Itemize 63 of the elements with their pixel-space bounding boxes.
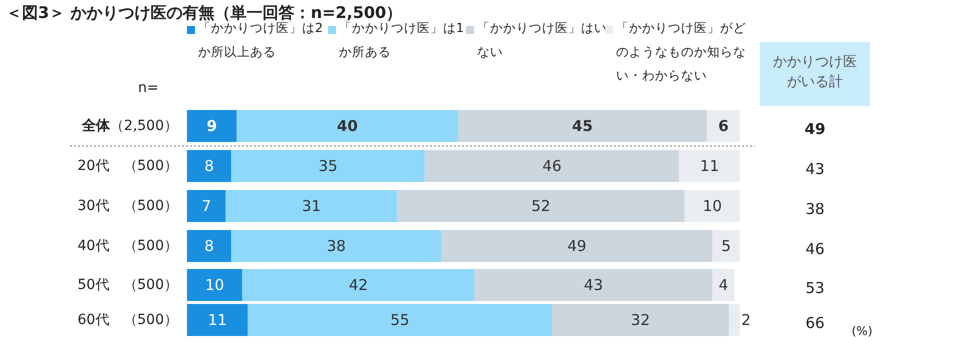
data-label: 2 bbox=[741, 311, 751, 330]
legend-label: 「かかりつけ医」は2か所以上ある bbox=[198, 20, 323, 59]
bar bbox=[242, 269, 475, 301]
legend-label: 「かかりつけ医」がどのようなものか知らない・わからない bbox=[616, 20, 746, 82]
bar bbox=[231, 150, 425, 182]
data-label: 31 bbox=[302, 197, 321, 216]
legend-label: 「かかりつけ医」は1か所ある bbox=[339, 20, 464, 59]
bar bbox=[474, 269, 712, 301]
y-tick-label: 40代 （500） bbox=[77, 238, 178, 254]
bar bbox=[458, 110, 707, 142]
bar bbox=[187, 190, 226, 222]
bar bbox=[187, 230, 232, 262]
data-label: 8 bbox=[204, 237, 214, 256]
bar bbox=[441, 230, 712, 262]
bar bbox=[679, 150, 740, 182]
data-label: 49 bbox=[567, 237, 586, 256]
text: n= bbox=[138, 80, 159, 96]
text: 46 bbox=[805, 240, 825, 258]
bar bbox=[424, 150, 680, 182]
bar bbox=[231, 230, 442, 262]
y-tick-label: 60代 （500） bbox=[77, 312, 178, 328]
data-label: 40 bbox=[336, 117, 358, 136]
data-label: 10 bbox=[702, 197, 722, 216]
data-label: 9 bbox=[206, 117, 218, 136]
bar bbox=[712, 269, 734, 301]
data-label: 42 bbox=[348, 276, 368, 294]
bar bbox=[226, 190, 398, 222]
bar bbox=[236, 110, 458, 142]
text: かかりつけ医がいる計 bbox=[773, 54, 857, 90]
data-label: 6 bbox=[718, 117, 729, 136]
data-label: 11 bbox=[700, 157, 720, 176]
data-label: 32 bbox=[630, 311, 650, 330]
data-label: 10 bbox=[205, 276, 224, 294]
data-label: 11 bbox=[208, 311, 227, 330]
bar bbox=[684, 190, 740, 222]
data-label: 45 bbox=[572, 117, 593, 136]
data-label: 38 bbox=[326, 237, 346, 256]
text: 43 bbox=[805, 160, 825, 178]
bar bbox=[187, 110, 237, 142]
y-tick-label: 全体（2,500） bbox=[80, 118, 178, 134]
text: 66 bbox=[805, 314, 825, 332]
bar bbox=[706, 110, 740, 142]
data-label: 35 bbox=[318, 157, 338, 176]
y-tick-label: 30代 （500） bbox=[77, 198, 178, 214]
text: 53 bbox=[805, 279, 825, 298]
data-label: 55 bbox=[390, 311, 410, 330]
data-label: 8 bbox=[204, 157, 214, 176]
bar bbox=[712, 230, 740, 262]
data-label: 4 bbox=[718, 276, 728, 294]
data-label: 43 bbox=[584, 276, 603, 294]
data-label: 7 bbox=[202, 197, 212, 216]
bar bbox=[397, 190, 685, 222]
text: (%) bbox=[852, 324, 872, 338]
chart-title: ＜図3＞ かかりつけ医の有無（単一回答：n=2,500） bbox=[6, 3, 402, 22]
y-tick-label: 50代 （500） bbox=[77, 276, 178, 293]
y-tick-label: 20代 （500） bbox=[77, 158, 178, 174]
data-label: 52 bbox=[531, 197, 550, 216]
data-label: 46 bbox=[542, 157, 562, 176]
bar bbox=[187, 269, 242, 301]
text: 38 bbox=[805, 200, 825, 218]
data-label: 5 bbox=[721, 237, 731, 256]
bar bbox=[187, 150, 232, 182]
text: 49 bbox=[804, 120, 826, 138]
